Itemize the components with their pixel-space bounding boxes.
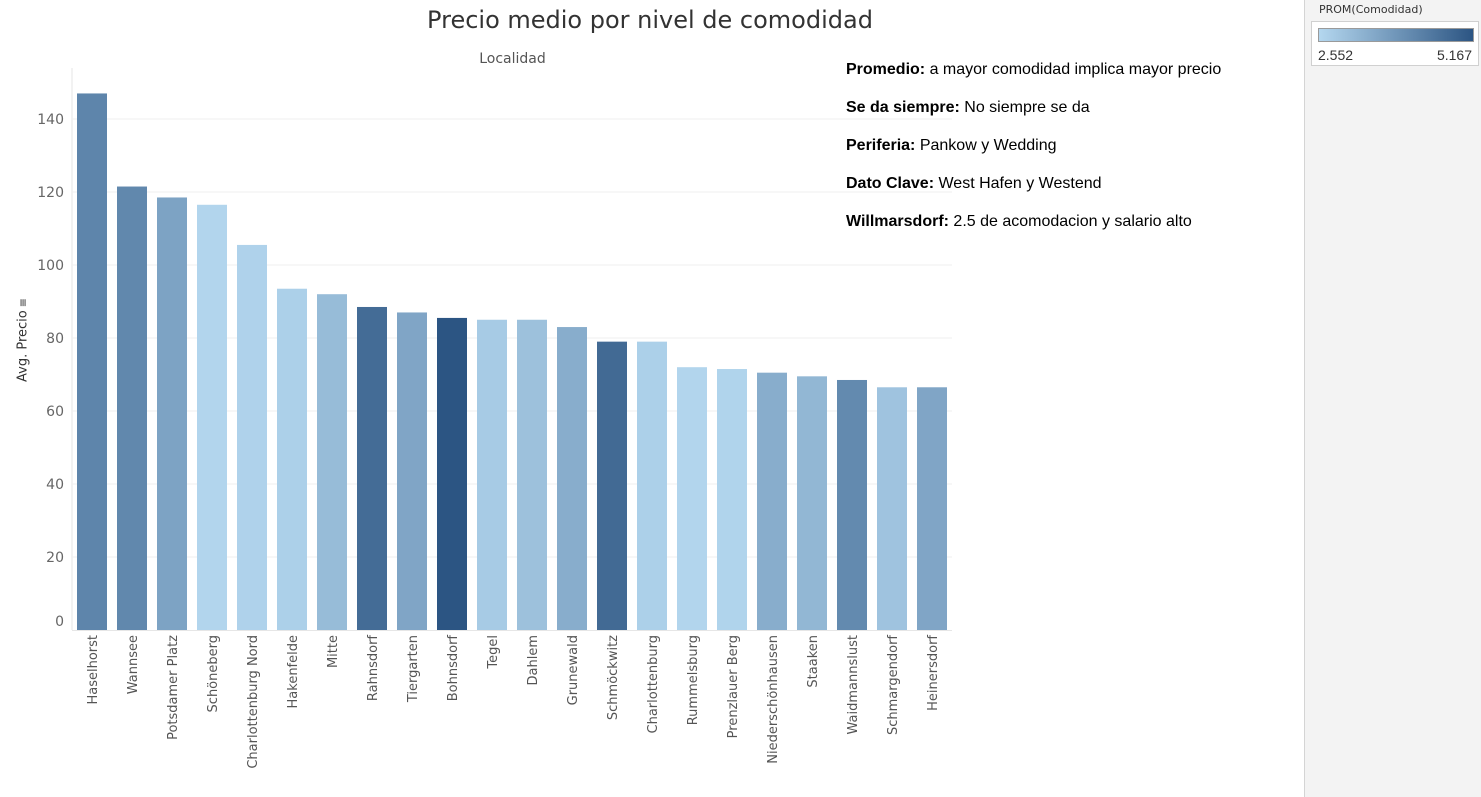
y-tick-label: 120 [37, 185, 64, 201]
bar[interactable] [317, 294, 347, 630]
annotation-panel: Promedio: a mayor comodidad implica mayo… [846, 60, 1286, 250]
bar[interactable] [757, 372, 787, 630]
bar[interactable] [237, 244, 267, 631]
y-tick-label: 20 [46, 550, 64, 566]
bar[interactable] [677, 367, 707, 630]
bar[interactable] [77, 93, 107, 630]
x-tick-label[interactable]: Bohnsdorf [446, 635, 461, 702]
y-tick-label: 40 [46, 477, 64, 493]
x-tick-label[interactable]: Niederschönhausen [766, 635, 781, 764]
annotation-label: Willmarsdorf: [846, 213, 949, 230]
annotation-label: Promedio: [846, 61, 926, 78]
x-tick-label[interactable]: Charlottenburg Nord [246, 635, 261, 769]
x-tick-label[interactable]: Tegel [486, 635, 501, 670]
annotation-text: Pankow y Wedding [915, 137, 1057, 154]
bar[interactable] [917, 387, 947, 630]
bar[interactable] [597, 341, 627, 630]
annotation-label: Se da siempre: [846, 99, 960, 116]
bar[interactable] [797, 376, 827, 630]
x-tick-label[interactable]: Staaken [806, 635, 821, 688]
annotation-label: Periferia: [846, 137, 916, 154]
x-tick-label[interactable]: Charlottenburg [646, 635, 661, 733]
chart-title: Precio medio por nivel de comodidad [427, 6, 873, 34]
x-tick-label[interactable]: Hakenfelde [286, 635, 301, 708]
bar[interactable] [277, 288, 307, 630]
x-tick-label[interactable]: Prenzlauer Berg [726, 635, 741, 738]
x-tick-label[interactable]: Mitte [326, 635, 341, 668]
annotation-se-da-siempre: Se da siempre: No siempre se da [846, 98, 1286, 136]
bar[interactable] [357, 306, 387, 630]
bar[interactable] [477, 319, 507, 630]
bar[interactable] [157, 197, 187, 630]
bar[interactable] [117, 186, 147, 630]
x-tick-label[interactable]: Tiergarten [406, 635, 421, 703]
bar-chart: 0 20 40 60 80 100 120 140 Haselhorst Wannsee Pots… [37, 68, 952, 769]
x-tick-label[interactable]: Haselhorst [86, 635, 101, 705]
color-legend-title[interactable]: PROM(Comodidad) [1319, 3, 1423, 16]
color-legend[interactable]: 2.552 5.167 [1311, 21, 1479, 66]
annotation-text: West Hafen y Westend [934, 175, 1102, 192]
sort-descending-icon[interactable]: ≡ [16, 298, 30, 308]
color-legend-max: 5.167 [1436, 47, 1472, 63]
x-tick-label[interactable]: Rahnsdorf [366, 635, 381, 702]
y-axis-label[interactable]: Avg. Precio ≡ [16, 298, 31, 382]
annotation-promedio: Promedio: a mayor comodidad implica mayo… [846, 60, 1286, 98]
bars [77, 93, 947, 631]
y-axis-ticks: 0 20 40 60 80 100 120 140 [37, 112, 64, 630]
y-tick-label: 140 [37, 112, 64, 128]
annotation-text: a mayor comodidad implica mayor precio [925, 61, 1222, 78]
x-tick-label[interactable]: Schöneberg [206, 635, 221, 712]
bar[interactable] [437, 317, 467, 630]
y-tick-label: 100 [37, 258, 64, 274]
column-header[interactable]: Localidad [479, 51, 546, 67]
bar[interactable] [557, 327, 587, 630]
bar[interactable] [717, 369, 747, 630]
x-axis-labels: Haselhorst Wannsee Potsdamer Platz Schönebe… [86, 635, 941, 769]
x-tick-label[interactable]: Schmöckwitz [606, 635, 621, 720]
annotation-label: Dato Clave: [846, 175, 935, 192]
x-tick-label[interactable]: Heinersdorf [926, 635, 941, 711]
color-legend-min: 2.552 [1318, 47, 1354, 63]
color-legend-gradient [1318, 28, 1474, 42]
bar[interactable] [197, 204, 227, 630]
annotation-text: 2.5 de acomodacion y salario alto [948, 213, 1192, 230]
bar[interactable] [637, 341, 667, 630]
legend-panel: PROM(Comodidad) 2.552 5.167 [1304, 0, 1481, 797]
y-axis-label-text: Avg. Precio [15, 310, 31, 382]
annotation-willmarsdorf: Willmarsdorf: 2.5 de acomodacion y salar… [846, 212, 1286, 250]
annotation-text: No siempre se da [959, 99, 1090, 116]
x-tick-label[interactable]: Potsdamer Platz [166, 635, 181, 740]
x-tick-label[interactable]: Grunewald [566, 635, 581, 705]
x-tick-label[interactable]: Waidmannslust [846, 635, 861, 734]
y-tick-label: 80 [46, 331, 64, 347]
x-tick-label[interactable]: Dahlem [526, 635, 541, 686]
x-tick-label[interactable]: Rummelsburg [686, 635, 701, 725]
y-tick-label: 0 [55, 614, 64, 630]
bar[interactable] [397, 312, 427, 630]
annotation-dato-clave: Dato Clave: West Hafen y Westend [846, 174, 1286, 212]
x-tick-label[interactable]: Wannsee [126, 635, 141, 694]
x-tick-label[interactable]: Schmargendorf [886, 635, 901, 735]
annotation-periferia: Periferia: Pankow y Wedding [846, 136, 1286, 174]
y-tick-label: 60 [46, 404, 64, 420]
bar[interactable] [517, 319, 547, 630]
bar[interactable] [877, 387, 907, 630]
bar[interactable] [837, 379, 867, 630]
